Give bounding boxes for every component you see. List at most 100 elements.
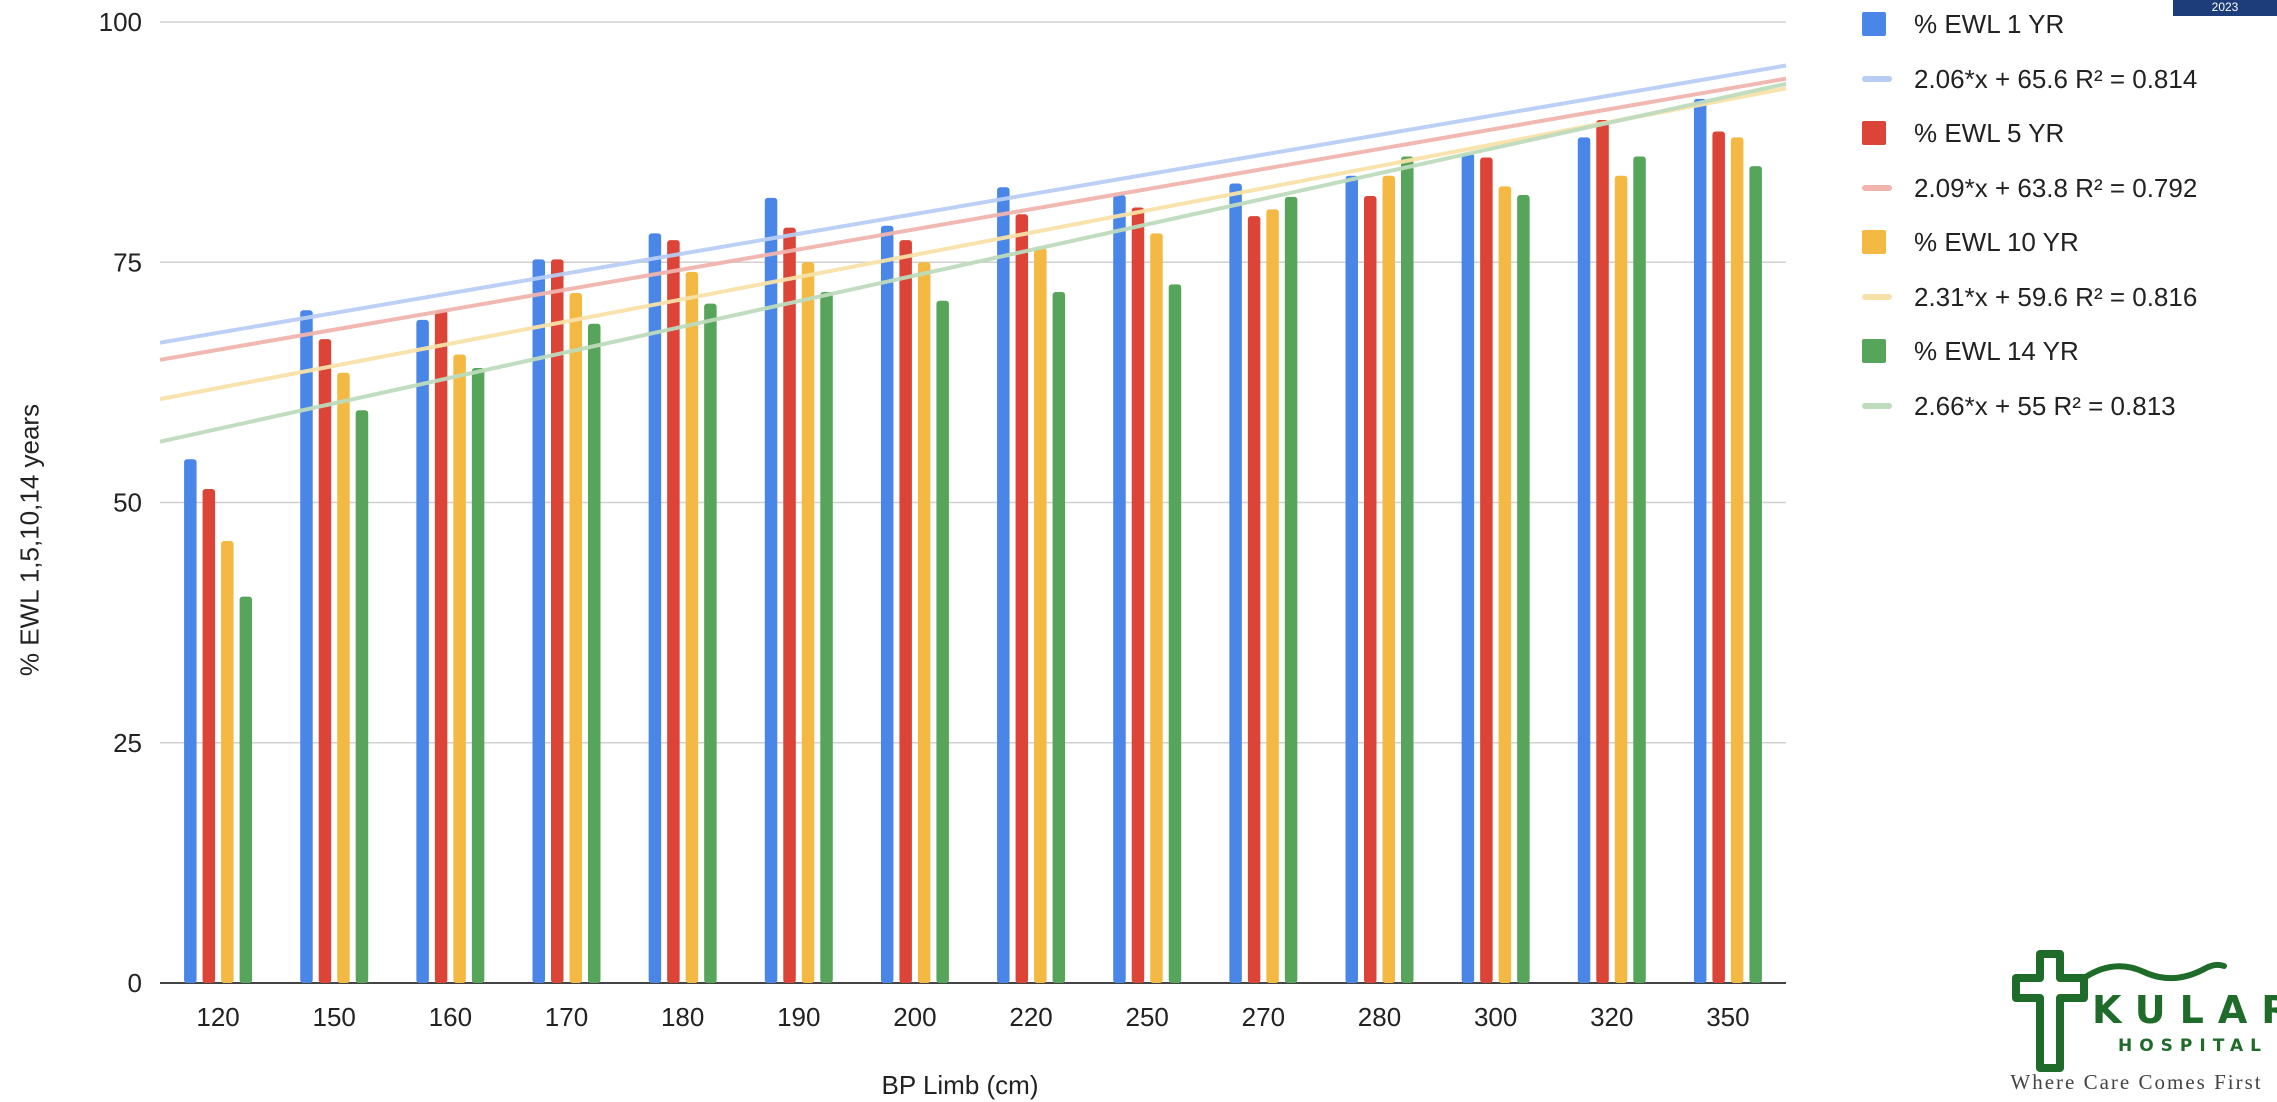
bar bbox=[667, 240, 680, 984]
bar bbox=[1052, 292, 1066, 983]
y-tick-label: 100 bbox=[99, 7, 142, 37]
chart-bars bbox=[184, 98, 1762, 984]
x-tick-label: 250 bbox=[1126, 1002, 1169, 1032]
bar bbox=[551, 259, 564, 983]
bar bbox=[1168, 284, 1182, 983]
bar bbox=[1382, 175, 1395, 983]
bar bbox=[1577, 137, 1591, 983]
legend-line-swatch bbox=[1862, 402, 1892, 409]
bar bbox=[1015, 214, 1029, 983]
bar bbox=[1614, 175, 1628, 983]
legend-swatch bbox=[1862, 121, 1886, 145]
bar bbox=[1284, 196, 1298, 984]
bar bbox=[202, 489, 216, 983]
chart-grid bbox=[160, 21, 1786, 984]
bar bbox=[532, 259, 545, 983]
legend-swatch bbox=[1862, 339, 1886, 363]
x-tick-label: 200 bbox=[893, 1002, 936, 1032]
trendline bbox=[159, 81, 1787, 444]
x-tick-label: 120 bbox=[196, 1002, 239, 1032]
legend-label: % EWL 14 YR bbox=[1914, 336, 2079, 366]
bar bbox=[1345, 175, 1358, 983]
legend-swatch bbox=[1862, 230, 1886, 254]
bar bbox=[434, 310, 448, 983]
chart-trendlines bbox=[159, 63, 1787, 444]
bar bbox=[1461, 153, 1475, 984]
bar bbox=[1401, 156, 1414, 984]
trendline bbox=[159, 76, 1787, 362]
logo-name-top: KULAR bbox=[2092, 988, 2277, 1032]
bar bbox=[1034, 247, 1047, 983]
bar bbox=[337, 372, 350, 983]
hospital-logo: KULAR HOSPITAL Where Care Comes First bbox=[1996, 948, 2277, 1102]
legend-label: 2.06*x + 65.6 R² = 0.814 bbox=[1914, 63, 2198, 94]
legend-label: % EWL 5 YR bbox=[1914, 118, 2065, 148]
legend-label: 2.31*x + 59.6 R² = 0.816 bbox=[1914, 281, 2198, 312]
bar bbox=[1633, 156, 1646, 984]
x-tick-label: 320 bbox=[1590, 1002, 1633, 1032]
x-tick-label: 190 bbox=[777, 1002, 820, 1032]
bar bbox=[997, 187, 1010, 984]
bar bbox=[1498, 186, 1512, 983]
bar bbox=[239, 596, 253, 983]
bar bbox=[300, 310, 313, 983]
x-tick-labels: 120 150 160 170 180 190 200 220 250 270 280 300 320 3… bbox=[196, 1002, 1749, 1032]
logo-tagline: Where Care Comes First bbox=[2010, 1070, 2263, 1094]
bar bbox=[801, 262, 815, 983]
bar bbox=[1596, 120, 1609, 984]
bar bbox=[685, 271, 699, 983]
bar bbox=[221, 540, 234, 983]
legend-label: % EWL 10 YR bbox=[1914, 227, 2079, 257]
legend-label: 2.66*x + 55 R² = 0.813 bbox=[1914, 390, 2176, 421]
bar bbox=[588, 323, 601, 983]
legend-swatch bbox=[1862, 12, 1886, 36]
bar bbox=[1693, 98, 1707, 983]
bar bbox=[1517, 194, 1530, 984]
bar bbox=[569, 293, 582, 983]
x-tick-label: 280 bbox=[1358, 1002, 1401, 1032]
y-tick-label: 25 bbox=[113, 728, 142, 758]
bar bbox=[471, 367, 485, 984]
trendline bbox=[159, 86, 1787, 402]
bar bbox=[318, 339, 332, 983]
bar bbox=[899, 240, 912, 984]
y-tick-labels: 0 25 50 75 100 bbox=[99, 7, 142, 998]
bar bbox=[1266, 209, 1279, 983]
cross-logo-icon bbox=[2012, 950, 2227, 1072]
legend-line-swatch bbox=[1862, 293, 1892, 300]
y-axis-label: % EWL 1,5,10,14 years bbox=[14, 403, 45, 677]
bar bbox=[704, 303, 717, 983]
y-tick-label: 50 bbox=[113, 488, 142, 518]
x-tick-label: 160 bbox=[429, 1002, 472, 1032]
y-tick-label: 75 bbox=[113, 247, 142, 277]
bar bbox=[880, 225, 894, 983]
bar bbox=[1229, 183, 1242, 983]
bar bbox=[820, 292, 833, 983]
bar bbox=[453, 354, 466, 984]
bar bbox=[1150, 233, 1163, 984]
bar bbox=[648, 233, 662, 984]
legend-line-swatch bbox=[1862, 184, 1892, 191]
x-tick-label: 170 bbox=[545, 1002, 588, 1032]
x-tick-label: 150 bbox=[313, 1002, 356, 1032]
bar bbox=[936, 300, 949, 983]
bar bbox=[184, 459, 197, 983]
legend-label: % EWL 1 YR bbox=[1914, 9, 2065, 39]
bar bbox=[1480, 157, 1493, 984]
bar bbox=[917, 262, 931, 983]
legend-line-swatch bbox=[1862, 75, 1892, 82]
bar bbox=[416, 319, 429, 983]
x-tick-label: 300 bbox=[1474, 1002, 1517, 1032]
x-axis-label: BP Limb (cm) bbox=[881, 1070, 1039, 1100]
x-tick-label: 270 bbox=[1242, 1002, 1285, 1032]
x-tick-label: 180 bbox=[661, 1002, 704, 1032]
corner-badge: 2023 bbox=[2173, 0, 2277, 16]
legend-label: 2.09*x + 63.8 R² = 0.792 bbox=[1914, 172, 2198, 203]
bar bbox=[355, 410, 369, 983]
logo-name-bottom: HOSPITAL bbox=[2118, 1036, 2268, 1056]
bar bbox=[1113, 194, 1126, 984]
bar bbox=[783, 227, 796, 984]
bar bbox=[1730, 137, 1744, 983]
bar bbox=[1749, 166, 1762, 983]
